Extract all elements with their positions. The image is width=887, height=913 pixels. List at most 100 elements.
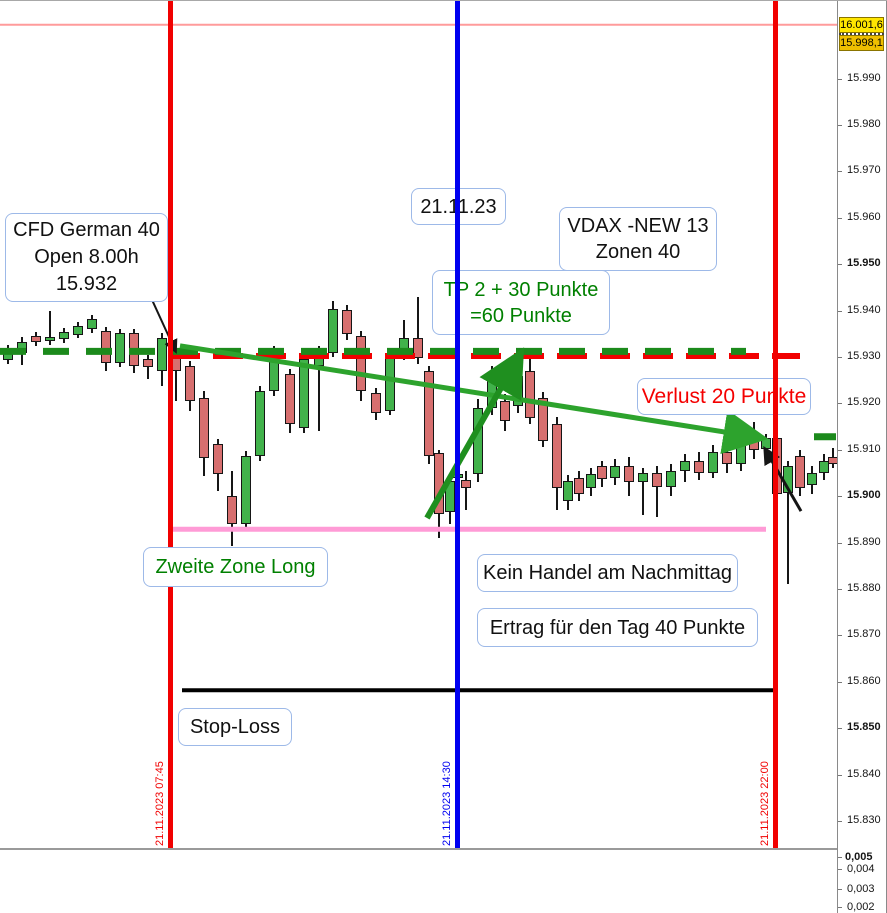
candle-body: [563, 480, 573, 501]
tick-mark: [838, 728, 842, 729]
candle-body: [666, 470, 676, 487]
subpanel-tick: 0,002: [847, 901, 875, 913]
tick-mark: [838, 357, 842, 358]
tick-mark: [838, 821, 842, 822]
tick-mark: [838, 403, 842, 404]
ertrag-box[interactable]: Ertrag für den Tag 40 Punkte: [477, 608, 758, 647]
zweite-zone-box[interactable]: Zweite Zone Long: [143, 547, 328, 587]
stop-loss-box[interactable]: Stop-Loss: [178, 708, 292, 746]
candle-body: [761, 438, 771, 449]
tick-mark: [838, 889, 842, 890]
candle-body: [385, 357, 395, 411]
subpanel-tick: 0,003: [847, 883, 875, 895]
candle-body: [708, 452, 718, 473]
vdax-zones-box[interactable]: VDAX -NEW 13 Zonen 40: [559, 207, 717, 271]
ertrag-label: Ertrag für den Tag 40 Punkte: [489, 616, 746, 639]
candle-body: [610, 466, 620, 478]
candle-body: [413, 338, 423, 358]
candle-body: [101, 331, 111, 363]
instrument-line2: Open 8.00h: [34, 246, 139, 268]
candle-body: [461, 480, 471, 488]
session-close-vline[interactable]: [773, 1, 778, 848]
candle-body: [424, 370, 434, 456]
price-tick: 15.960: [847, 211, 881, 223]
take-profit-box[interactable]: TP 2 + 30 Punkte =60 Punkte: [432, 270, 610, 335]
candle-wick: [642, 468, 644, 515]
price-axis[interactable]: 16.001,6 15.998,1 15.990 15.980 15.970 15.9…: [837, 1, 887, 913]
candle-body: [314, 350, 324, 366]
tick-mark: [838, 496, 842, 497]
candle-body: [213, 444, 223, 474]
afternoon-time-label: 21.11.2023 14:30: [441, 761, 453, 846]
verlust-box[interactable]: Verlust 20 Punkte: [637, 378, 811, 415]
candle-body: [59, 331, 69, 339]
candle-body: [3, 349, 13, 360]
price-tick: 15.950: [847, 257, 881, 269]
subpanel-tick: 0,004: [847, 863, 875, 875]
instrument-line3: 15.932: [55, 273, 118, 295]
session-open-vline[interactable]: [168, 1, 173, 848]
candle-body: [828, 456, 837, 464]
instrument-open-box[interactable]: CFD German 40 Open 8.00h 15.932: [5, 213, 168, 302]
candle-body: [227, 496, 237, 524]
candle-body: [722, 452, 732, 464]
candle-body: [45, 337, 55, 342]
candle-body: [255, 390, 265, 456]
tick-mark: [838, 857, 842, 858]
price-tick: 15.860: [847, 675, 881, 687]
candle-body: [157, 338, 167, 371]
price-tick: 15.920: [847, 396, 881, 408]
candle-body: [269, 352, 279, 391]
zweite-zone-label: Zweite Zone Long: [155, 556, 316, 578]
price-tick: 15.840: [847, 768, 881, 780]
chart-plot-area[interactable]: [0, 1, 837, 848]
price-tick: 15.970: [847, 164, 881, 176]
candle-body: [31, 336, 41, 343]
tick-mark: [838, 450, 842, 451]
candle-wick: [465, 470, 467, 511]
candle-body: [87, 318, 97, 330]
candle-body: [129, 332, 139, 366]
candle-body: [434, 453, 444, 514]
candle-body: [17, 342, 27, 353]
tick-mark: [838, 907, 842, 908]
subpanel-tick: 0,005: [845, 851, 873, 863]
candle-body: [513, 376, 523, 407]
price-tick: 15.890: [847, 536, 881, 548]
candle-body: [586, 473, 596, 488]
kein-handel-box[interactable]: Kein Handel am Nachmittag: [477, 554, 738, 592]
candle-body: [185, 365, 195, 402]
candle-body: [199, 397, 209, 459]
candle-body: [473, 408, 483, 474]
candle-body: [538, 397, 548, 441]
candle-wick: [49, 311, 51, 345]
candle-body: [328, 309, 338, 353]
candle-body: [574, 478, 584, 494]
candle-body: [525, 370, 535, 418]
price-tick: 15.880: [847, 582, 881, 594]
candle-body: [241, 455, 251, 524]
stop-loss-label: Stop-Loss: [189, 716, 281, 738]
candle-body: [500, 401, 510, 422]
ask-price-tag: 16.001,6: [839, 17, 884, 33]
candle-body: [299, 358, 309, 428]
price-dotted-separator: [839, 33, 884, 35]
subpanel-divider: [0, 848, 887, 850]
afternoon-vline[interactable]: [455, 1, 460, 848]
candle-body: [597, 466, 607, 479]
candle-body: [487, 381, 497, 408]
candle-body: [694, 461, 704, 473]
candle-body: [399, 338, 409, 353]
candlestick-series: [0, 1, 837, 848]
tick-mark: [838, 218, 842, 219]
price-tick: 15.940: [847, 304, 881, 316]
instrument-line1: CFD German 40: [13, 219, 160, 241]
kein-handel-label: Kein Handel am Nachmittag: [482, 562, 732, 584]
tick-mark: [838, 869, 842, 870]
session-open-time-label: 21.11.2023 07:45: [154, 761, 166, 846]
candle-body: [342, 310, 352, 334]
candle-body: [807, 473, 817, 486]
price-tick: 15.870: [847, 628, 881, 640]
candle-body: [783, 466, 793, 493]
